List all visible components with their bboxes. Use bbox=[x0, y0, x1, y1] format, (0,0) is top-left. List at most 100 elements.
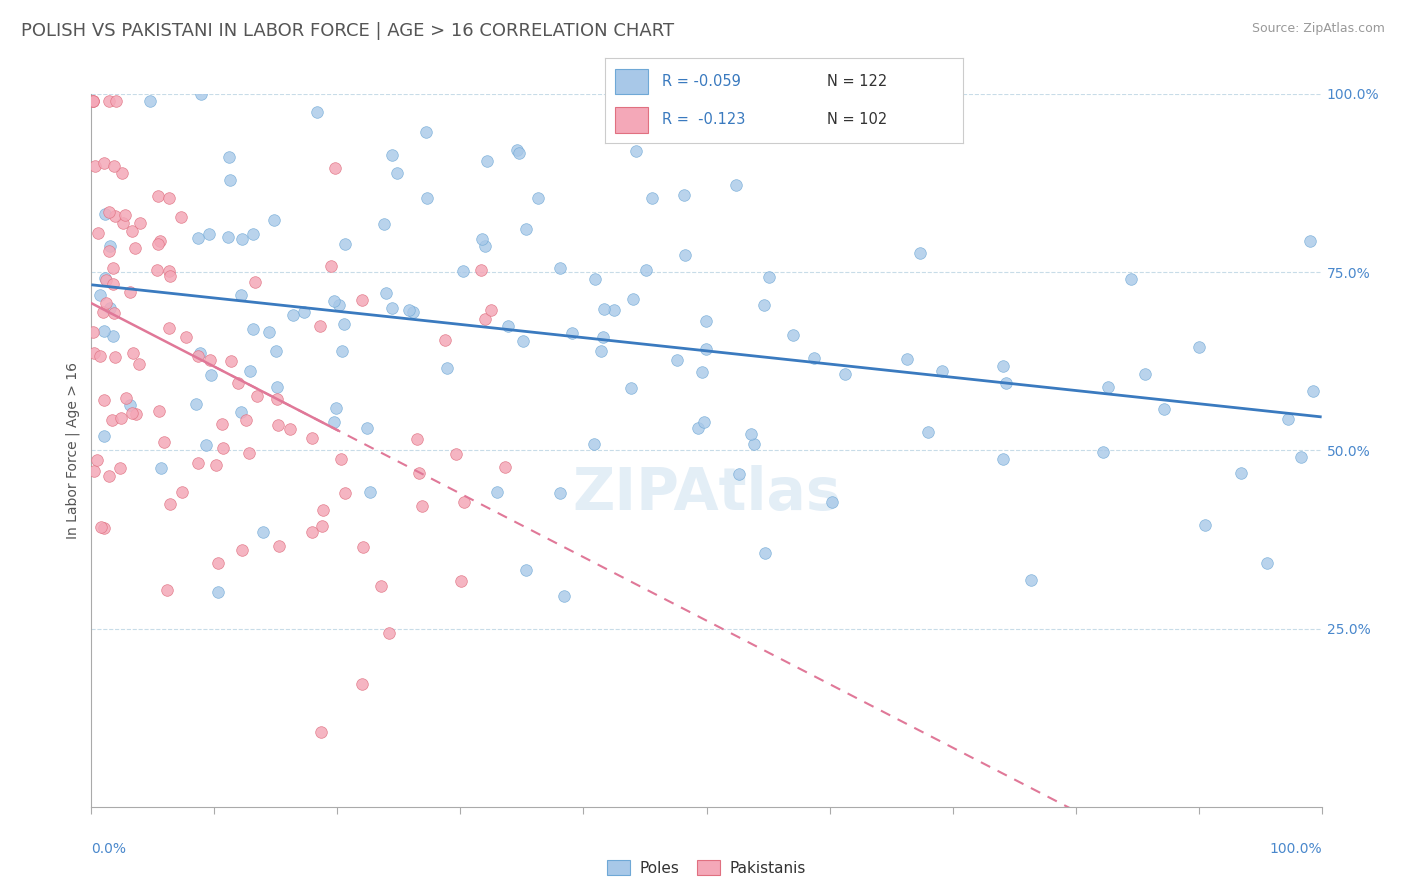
Point bbox=[198, 353, 221, 368]
Point bbox=[352, 541, 374, 555]
Point bbox=[333, 486, 356, 500]
Point bbox=[301, 431, 323, 445]
Point bbox=[242, 227, 264, 241]
Point bbox=[1277, 412, 1299, 426]
Point bbox=[333, 236, 356, 251]
Point bbox=[591, 343, 613, 358]
Point bbox=[89, 288, 111, 302]
Point bbox=[451, 263, 474, 277]
Point bbox=[148, 404, 170, 418]
Point bbox=[93, 207, 115, 221]
Point bbox=[782, 327, 804, 342]
Point bbox=[129, 216, 152, 230]
Point bbox=[603, 303, 626, 318]
Point bbox=[98, 244, 121, 258]
Point bbox=[263, 213, 285, 227]
Point bbox=[148, 189, 170, 203]
Point bbox=[103, 160, 125, 174]
Point bbox=[515, 563, 537, 577]
Point bbox=[111, 166, 134, 180]
FancyBboxPatch shape bbox=[616, 69, 648, 95]
Point bbox=[508, 146, 530, 161]
Point bbox=[406, 432, 429, 446]
Point bbox=[266, 379, 288, 393]
Point bbox=[672, 188, 695, 202]
Point bbox=[124, 240, 146, 254]
Point bbox=[496, 318, 519, 333]
Point bbox=[328, 298, 350, 312]
Point bbox=[803, 351, 825, 365]
Point bbox=[82, 325, 104, 339]
Point bbox=[486, 485, 509, 500]
Point bbox=[170, 485, 193, 500]
Point bbox=[527, 190, 550, 204]
Point bbox=[159, 497, 181, 511]
Point bbox=[159, 269, 181, 284]
Point bbox=[1133, 368, 1156, 382]
Point bbox=[267, 418, 290, 433]
Point bbox=[184, 397, 207, 411]
Point bbox=[231, 542, 253, 557]
Point bbox=[170, 211, 193, 225]
Point bbox=[83, 159, 105, 173]
Point bbox=[724, 178, 747, 192]
Point bbox=[211, 417, 233, 432]
Point bbox=[231, 232, 253, 246]
Point bbox=[550, 486, 572, 500]
Point bbox=[200, 368, 222, 382]
Point bbox=[94, 273, 117, 287]
Point bbox=[93, 428, 115, 442]
Point bbox=[138, 94, 160, 108]
Point bbox=[219, 172, 242, 186]
Point bbox=[110, 410, 132, 425]
Point bbox=[673, 248, 696, 262]
Point bbox=[695, 342, 717, 356]
Point bbox=[115, 391, 138, 405]
Point bbox=[93, 392, 115, 407]
Point bbox=[322, 415, 344, 429]
Point bbox=[550, 260, 572, 275]
Point bbox=[83, 346, 105, 360]
Point bbox=[157, 320, 180, 334]
Point bbox=[330, 452, 353, 467]
Point bbox=[821, 494, 844, 508]
Point bbox=[1256, 556, 1278, 570]
Point bbox=[359, 484, 381, 499]
Point bbox=[1289, 450, 1312, 464]
Point bbox=[118, 285, 141, 299]
Point bbox=[1194, 517, 1216, 532]
Point bbox=[83, 464, 105, 478]
Point bbox=[758, 270, 780, 285]
Point bbox=[207, 585, 229, 599]
Point bbox=[834, 367, 856, 381]
Point bbox=[695, 314, 717, 328]
Point bbox=[728, 467, 751, 482]
Point bbox=[188, 345, 211, 359]
Point bbox=[195, 438, 218, 452]
Point bbox=[187, 349, 209, 363]
Point bbox=[94, 296, 117, 310]
Point bbox=[89, 349, 111, 363]
Point bbox=[319, 259, 342, 273]
FancyBboxPatch shape bbox=[616, 107, 648, 133]
Point bbox=[381, 301, 404, 315]
Point bbox=[257, 325, 280, 339]
Point bbox=[592, 301, 614, 316]
Point bbox=[1119, 272, 1142, 286]
Point bbox=[356, 421, 378, 435]
Text: N = 102: N = 102 bbox=[827, 112, 887, 128]
Point bbox=[238, 446, 260, 460]
Point bbox=[217, 229, 239, 244]
Point bbox=[307, 105, 329, 120]
Point bbox=[688, 421, 710, 435]
Point bbox=[218, 150, 240, 164]
Point bbox=[582, 436, 605, 450]
Point bbox=[322, 293, 344, 308]
Point bbox=[187, 231, 209, 245]
Point bbox=[752, 298, 775, 312]
Point bbox=[281, 309, 304, 323]
Point bbox=[416, 191, 439, 205]
Point bbox=[114, 208, 136, 222]
Point bbox=[103, 306, 125, 320]
Point bbox=[470, 262, 492, 277]
